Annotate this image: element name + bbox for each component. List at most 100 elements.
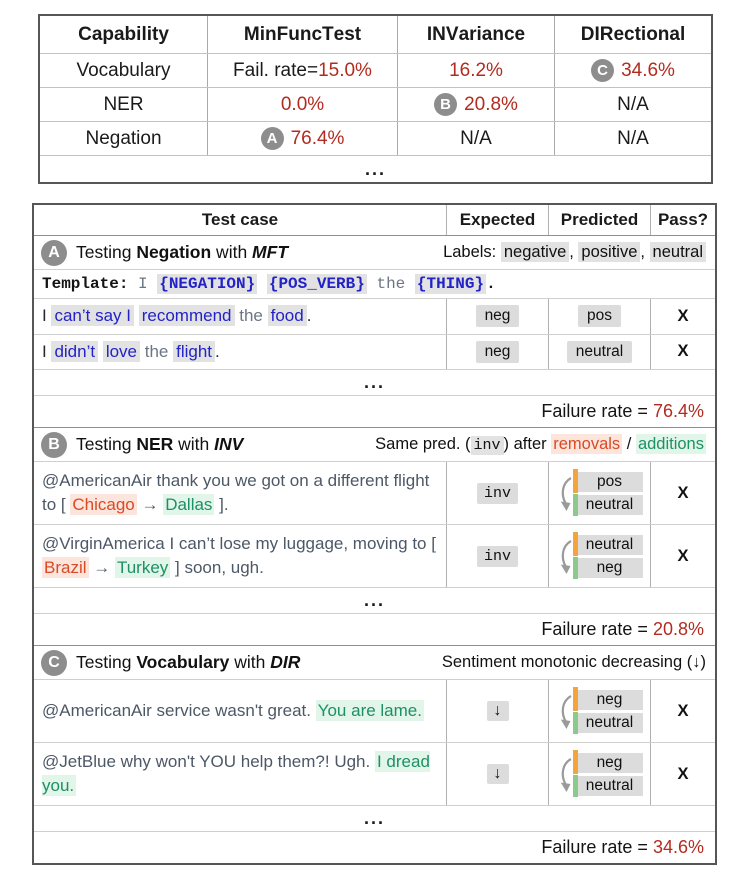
fail-mark: X bbox=[677, 701, 689, 720]
addition-bar bbox=[572, 774, 578, 797]
failure-rate-label: Failure rate = bbox=[541, 837, 653, 858]
section-a-title-group: A Testing Negation with MFT bbox=[41, 239, 289, 266]
section-a-header: A Testing Negation with MFT Labels: nega… bbox=[34, 235, 715, 269]
expected-label: inv bbox=[476, 545, 518, 567]
test-case-row: I can’t say I recommend the food. neg po… bbox=[34, 298, 715, 334]
fail-mark: X bbox=[677, 764, 689, 783]
prediction-change: neg neutral bbox=[557, 749, 643, 797]
section-a-badge: A bbox=[41, 239, 67, 266]
fail-mark: X bbox=[677, 306, 689, 325]
test-case-text: @AmericanAir thank you we got on a diffe… bbox=[42, 470, 430, 516]
test-case-text: @VirginAmerica I can’t lose my luggage, … bbox=[42, 533, 436, 579]
test-case-text: @JetBlue why won't YOU help them?! Ugh. … bbox=[42, 750, 430, 797]
test-case-row: I didn’t love the flight. neg neutral X bbox=[34, 333, 715, 370]
capability-cell: Negation bbox=[85, 127, 162, 149]
dir-cell: C 34.6% bbox=[554, 54, 711, 87]
fail-mark: X bbox=[677, 342, 689, 361]
expected-column-header: Expected bbox=[446, 205, 548, 235]
expected-label: neg bbox=[475, 305, 520, 328]
expected-label: neg bbox=[475, 340, 520, 363]
addition-bar bbox=[572, 556, 578, 579]
section-b-badge: B bbox=[41, 431, 67, 458]
detail-header-row: Test case Expected Predicted Pass? bbox=[34, 205, 715, 235]
pass-column-header: Pass? bbox=[650, 205, 715, 235]
failure-rate-label: Failure rate = bbox=[541, 619, 653, 640]
prediction-change: neutral neg bbox=[557, 531, 643, 579]
section-c-title-group: C Testing Vocabulary with DIR bbox=[41, 649, 301, 676]
expected-direction: ↓ bbox=[486, 701, 509, 722]
failure-rate-label: Failure rate = bbox=[541, 401, 653, 422]
prediction-after: neutral bbox=[572, 493, 643, 516]
capability-column-header: Capability bbox=[78, 23, 169, 45]
change-arrow-icon bbox=[560, 540, 572, 575]
dir-cell: N/A bbox=[554, 122, 711, 155]
summary-row-vocabulary: Vocabulary Fail. rate= 15.0% 16.2% C 34.6% bbox=[40, 53, 711, 87]
failure-rate-value: 34.6% bbox=[652, 837, 704, 858]
prediction-change: pos neutral bbox=[557, 468, 643, 516]
section-c-title: Testing Vocabulary with DIR bbox=[76, 652, 301, 673]
dir-cell: N/A bbox=[554, 88, 711, 121]
change-arrow-icon bbox=[560, 695, 572, 730]
inv-cell: B 20.8% bbox=[397, 88, 554, 121]
section-b-header: B Testing NER with INV Same pred. (inv) … bbox=[34, 427, 715, 461]
removal-bar bbox=[572, 468, 578, 493]
prediction-before: neg bbox=[572, 686, 643, 711]
prediction-after: neg bbox=[572, 556, 643, 579]
test-case-row: @AmericanAir thank you we got on a diffe… bbox=[34, 461, 715, 525]
section-b-ellipsis: ... bbox=[34, 587, 715, 613]
addition-bar bbox=[572, 493, 578, 516]
section-a-failure-rate: Failure rate = 76.4% bbox=[34, 395, 715, 427]
section-a-title: Testing Negation with MFT bbox=[76, 242, 289, 262]
test-case-row: @JetBlue why won't YOU help them?! Ugh. … bbox=[34, 742, 715, 806]
section-b-failure-rate: Failure rate = 20.8% bbox=[34, 613, 715, 645]
directional-column-header: DIR ectional bbox=[554, 16, 711, 53]
prediction-labels: neutral neg bbox=[572, 531, 643, 579]
change-arrow-icon bbox=[560, 758, 572, 793]
section-c-failure-rate: Failure rate = 34.6% bbox=[34, 831, 715, 863]
fail-mark: X bbox=[677, 546, 689, 565]
capability-cell: NER bbox=[103, 93, 144, 115]
prediction-before: pos bbox=[572, 468, 643, 493]
removal-bar bbox=[572, 531, 578, 556]
invariance-column-header: INV ariance bbox=[397, 16, 554, 53]
test-case-text: I didn’t love the flight. bbox=[42, 340, 220, 362]
addition-bar bbox=[572, 711, 578, 734]
section-c-ellipsis: ... bbox=[34, 805, 715, 831]
template-row: Template: I {NEGATION} {POS_VERB} the {T… bbox=[34, 269, 715, 298]
predicted-label: pos bbox=[578, 305, 621, 328]
expected-label: inv bbox=[476, 482, 518, 504]
section-c-badge: C bbox=[41, 649, 67, 676]
prediction-after: neutral bbox=[572, 774, 643, 797]
section-a-note: Labels: negative, positive, neutral bbox=[443, 242, 706, 262]
test-case-text: @AmericanAir service wasn't great. You a… bbox=[42, 699, 424, 721]
prediction-before: neg bbox=[572, 749, 643, 774]
original-bar bbox=[572, 686, 578, 711]
section-b-note: Same pred. (inv) after removals / additi… bbox=[375, 434, 706, 456]
summary-row-ner: NER 0.0% B 20.8% N/A bbox=[40, 87, 711, 121]
prediction-before: neutral bbox=[572, 531, 643, 556]
change-arrow-icon bbox=[560, 477, 572, 512]
test-detail-table: Test case Expected Predicted Pass? A Tes… bbox=[32, 203, 717, 866]
fail-mark: X bbox=[677, 483, 689, 502]
test-case-row: @VirginAmerica I can’t lose my luggage, … bbox=[34, 524, 715, 588]
prediction-change: neg neutral bbox=[557, 686, 643, 734]
prediction-labels: neg neutral bbox=[572, 686, 643, 734]
predicted-column-header: Predicted bbox=[548, 205, 650, 235]
test-case-text: I can’t say I recommend the food. bbox=[42, 305, 312, 326]
section-a-ellipsis: ... bbox=[34, 369, 715, 395]
inv-cell: 16.2% bbox=[397, 54, 554, 87]
test-case-row: @AmericanAir service wasn't great. You a… bbox=[34, 679, 715, 743]
section-b-title: Testing NER with INV bbox=[76, 434, 244, 455]
prediction-after: neutral bbox=[572, 711, 643, 734]
summary-row-negation: Negation A 76.4% N/A N/A bbox=[40, 121, 711, 155]
section-c-note: Sentiment monotonic decreasing (↓) bbox=[441, 653, 706, 672]
mft-cell: 0.0% bbox=[207, 88, 397, 121]
mft-cell: A 76.4% bbox=[207, 122, 397, 155]
predicted-label: neutral bbox=[566, 340, 633, 363]
expected-direction: ↓ bbox=[486, 764, 509, 785]
capability-cell: Vocabulary bbox=[76, 59, 171, 81]
mft-cell: Fail. rate= 15.0% bbox=[207, 54, 397, 87]
